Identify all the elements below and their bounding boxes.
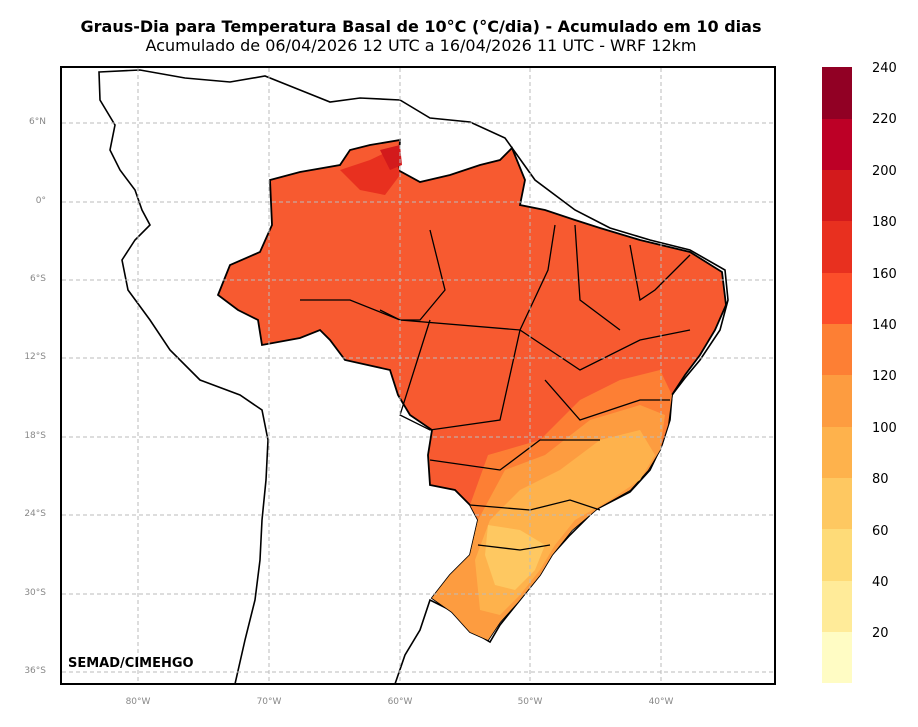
lat-tick-label: 6°S <box>30 274 46 284</box>
map-frame <box>60 66 776 685</box>
zone-200-220 <box>380 145 402 170</box>
colorbar-label: 180 <box>872 215 897 231</box>
colorbar-label: 140 <box>872 318 897 333</box>
colorbar-band <box>822 426 852 479</box>
lat-tick-label: 18°S <box>24 431 46 441</box>
colorbar-label: 60 <box>872 523 889 539</box>
colorbar-band <box>822 631 852 684</box>
lat-tick-label: 0° <box>35 196 46 206</box>
colorbar-band <box>822 118 852 171</box>
colorbar-label: 120 <box>872 369 897 385</box>
colorbar-label: 40 <box>872 575 889 590</box>
colorbar-band <box>822 477 852 530</box>
map-subtitle: Acumulado de 06/04/2026 12 UTC a 16/04/2… <box>145 36 697 55</box>
colorbar-band <box>822 323 852 376</box>
colorbar-label: 80 <box>872 472 889 488</box>
colorbar <box>822 67 852 684</box>
colorbar-label: 160 <box>872 266 897 282</box>
lon-tick-label: 50°W <box>517 697 543 707</box>
lon-tick-label: 40°W <box>648 697 674 707</box>
lat-tick-label: 12°S <box>24 352 46 362</box>
lon-tick-label: 70°W <box>256 697 282 707</box>
brazil-shading <box>216 138 727 642</box>
colorbar-band <box>822 272 852 325</box>
colorbar-band <box>822 67 852 119</box>
colorbar-band <box>822 580 852 633</box>
state-borders <box>300 224 691 551</box>
colorbar-band <box>822 529 852 581</box>
lon-tick-label: 60°W <box>387 697 413 707</box>
lon-tick-label: 80°W <box>125 697 151 707</box>
colorbar-label: 220 <box>872 112 897 128</box>
colorbar-label: 20 <box>872 626 889 642</box>
colorbar-label: 200 <box>872 163 897 179</box>
map-title: Graus-Dia para Temperatura Basal de 10°C… <box>80 17 762 36</box>
lat-tick-label: 30°S <box>24 588 46 598</box>
colorbar-label: 240 <box>872 61 897 76</box>
gridlines <box>62 68 774 683</box>
credit-label: SEMAD/CIMEHGO <box>68 656 194 671</box>
colorbar-band <box>822 169 852 222</box>
lat-tick-label: 6°N <box>29 117 46 127</box>
colorbar-label: 100 <box>872 420 897 436</box>
colorbar-band <box>822 221 852 273</box>
lat-tick-label: 24°S <box>24 509 46 519</box>
lat-tick-label: 36°S <box>24 666 46 676</box>
colorbar-band <box>822 375 852 427</box>
